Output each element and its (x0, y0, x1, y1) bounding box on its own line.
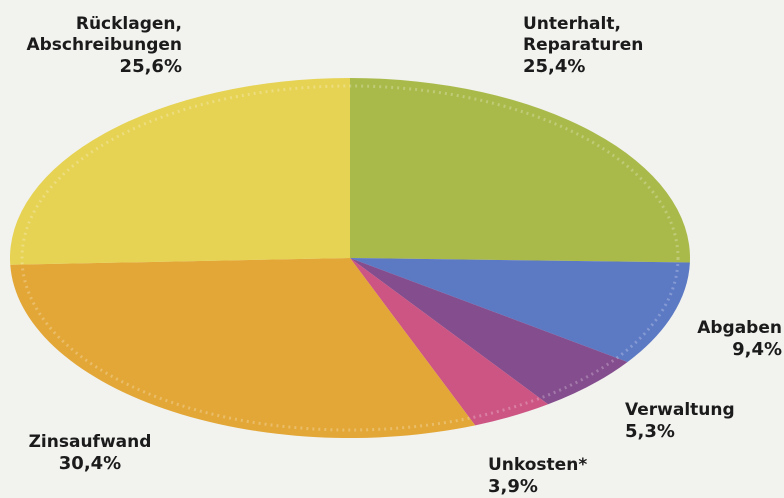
pie-slice (9, 78, 350, 265)
slice-label: Unkosten* 3,9% (488, 455, 608, 497)
pie-slice (350, 258, 690, 362)
slice-label: Rücklagen, Abschreibungen 25,6% (20, 14, 182, 77)
slice-label: Zinsaufwand 30,4% (15, 432, 165, 474)
value-label: 5,3% (625, 421, 675, 442)
category-name: Verwaltung (625, 400, 735, 420)
pie-slice (350, 258, 549, 426)
value-label: 30,4% (58, 453, 122, 474)
value-label: 3,9% (488, 476, 538, 497)
value-label: 9,4% (732, 339, 782, 360)
pie-slice (350, 258, 628, 405)
pie-slice (350, 78, 691, 263)
slice-label: Verwaltung 5,3% (625, 400, 745, 442)
category-name: Rücklagen, Abschreibungen (26, 14, 182, 55)
category-name: Abgaben (697, 318, 782, 338)
coin-rim (20, 84, 680, 432)
slice-label: Unterhalt, Reparaturen 25,4% (523, 14, 653, 77)
category-name: Unterhalt, Reparaturen (523, 14, 644, 55)
pie-slice (10, 258, 476, 438)
value-label: 25,4% (523, 56, 586, 77)
slice-label: Abgaben 9,4% (680, 318, 782, 360)
category-name: Unkosten* (488, 455, 588, 475)
value-label: 25,6% (119, 56, 182, 77)
category-name: Zinsaufwand (28, 432, 152, 452)
